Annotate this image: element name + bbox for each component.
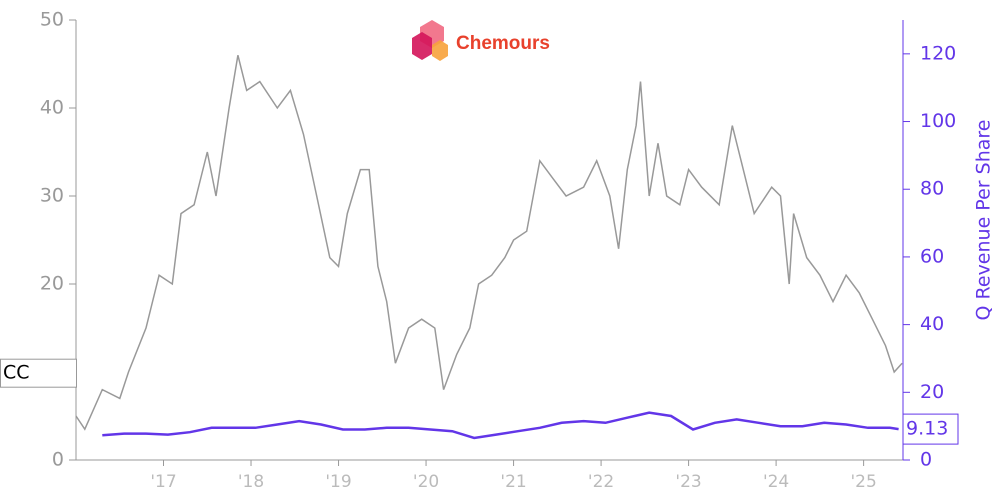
x-tick-label: '25 [850, 472, 876, 492]
last-value-box [902, 413, 959, 445]
y2-axis-label: Q Revenue Per Share [973, 120, 995, 321]
x-tick-label: '23 [675, 472, 701, 492]
y2-tick-label: 0 [920, 449, 932, 471]
x-tick-label: '21 [500, 472, 526, 492]
y2-tick-label: 60 [920, 245, 944, 267]
y2-tick-label: 120 [920, 42, 956, 64]
series-name-label: CC [3, 362, 30, 384]
x-tick-label: '18 [238, 472, 264, 492]
logo-hex [412, 32, 432, 60]
y-tick-label: 50 [40, 9, 64, 31]
y-tick-label: 0 [52, 449, 64, 471]
series-name-box [0, 358, 77, 388]
logo: Chemours [412, 20, 550, 61]
y-tick-label: 20 [40, 273, 64, 295]
series-line [102, 411, 899, 440]
y2-tick-label: 20 [920, 381, 944, 403]
y-tick-label: 40 [40, 97, 64, 119]
x-tick-label: '20 [413, 472, 439, 492]
y2-tick-label: 100 [920, 110, 956, 132]
y-tick-label: 30 [40, 185, 64, 207]
y2-tick-label: 80 [920, 178, 944, 200]
y2-tick-label: 40 [920, 313, 944, 335]
last-value-label: 9.13 [906, 418, 948, 440]
x-tick-label: '19 [325, 472, 351, 492]
x-tick-label: '24 [763, 472, 789, 492]
x-tick-label: '22 [588, 472, 614, 492]
logo-hex [432, 40, 448, 61]
x-tick-label: '17 [150, 472, 176, 492]
series-line [75, 55, 903, 431]
logo-text: Chemours [456, 33, 550, 54]
